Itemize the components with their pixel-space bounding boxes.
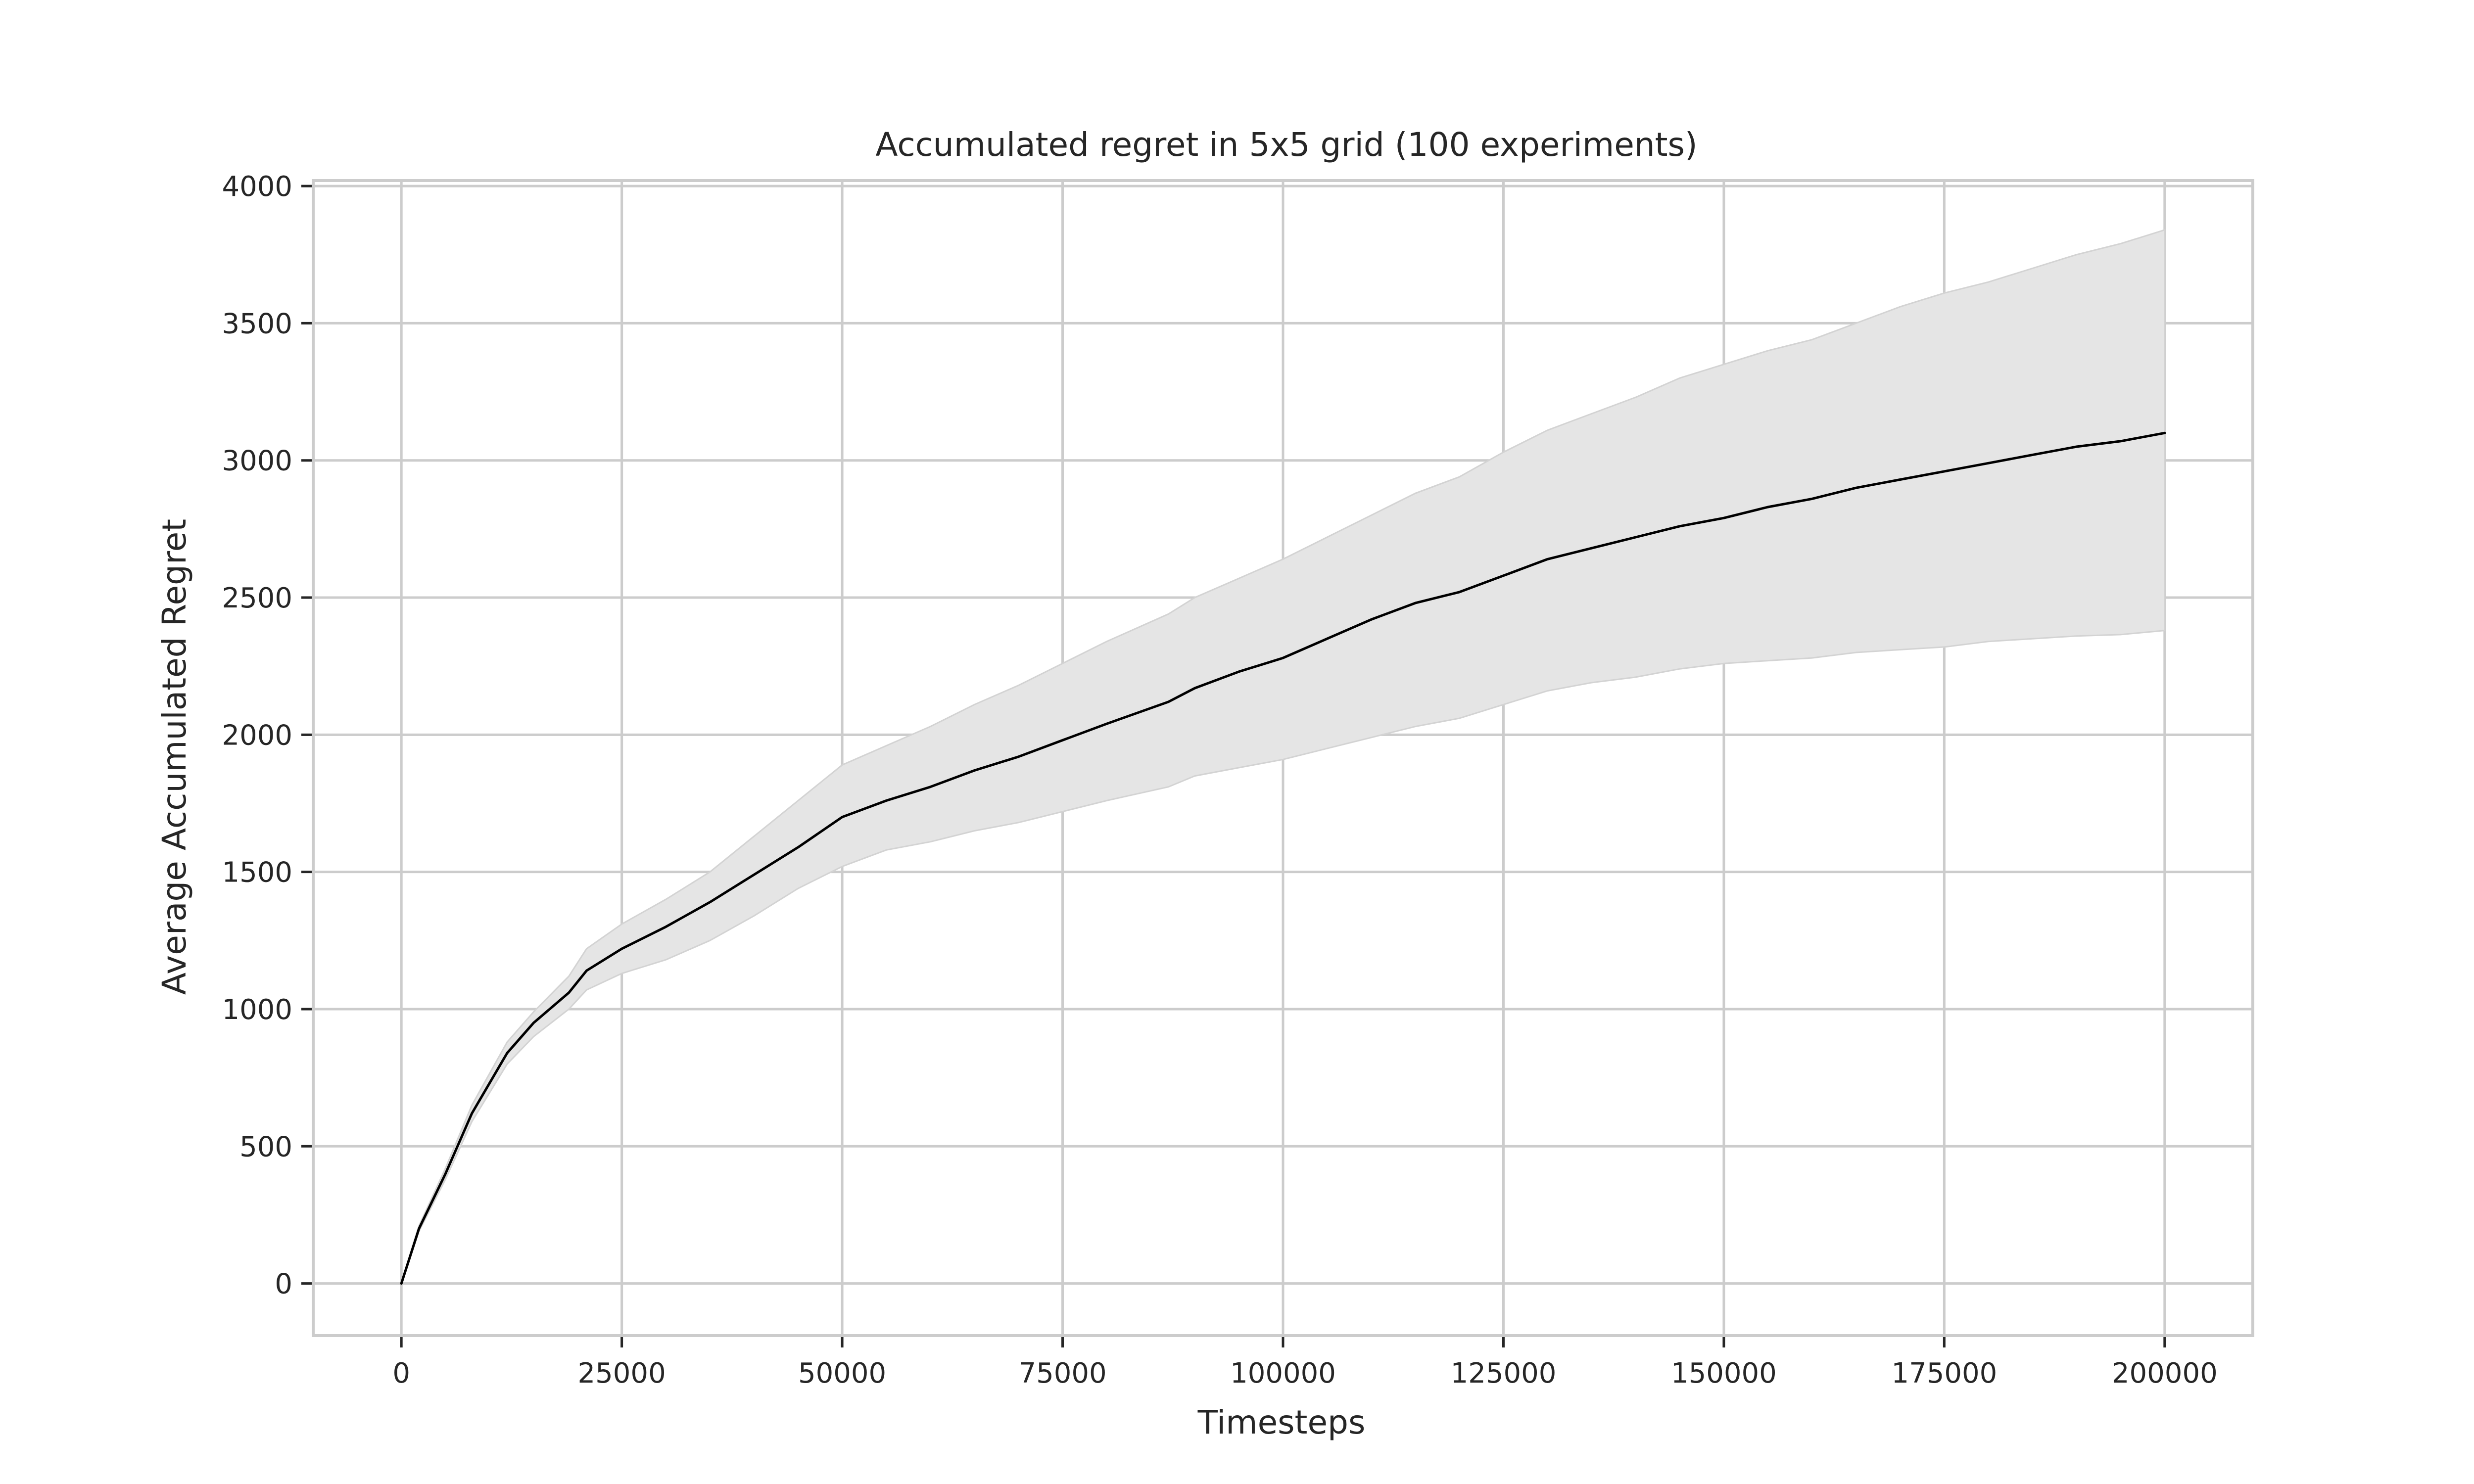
x-tick-label: 125000 [1451,1357,1557,1390]
confidence-band [400,229,2166,1284]
y-tick-label: 3000 [222,445,292,477]
series-line-layer [400,431,2166,1285]
y-tick-label: 4000 [222,171,292,203]
confidence-band-layer [400,229,2166,1284]
x-tick-label: 200000 [2112,1357,2218,1390]
y-tick-label: 3500 [222,308,292,340]
x-tick-label: 100000 [1230,1357,1336,1390]
y-axis-title: Average Accumulated Regret [155,519,193,995]
x-tick-label: 0 [392,1357,410,1390]
x-tick-label: 75000 [1018,1357,1106,1390]
x-tick-label: 175000 [1891,1357,1997,1390]
x-tick-label: 150000 [1671,1357,1777,1390]
axis-ticks: 0 25000 50000 75000 100000 125000 150000 175000… [222,171,2217,1390]
mean-regret-line [400,431,2166,1285]
x-tick-label: 50000 [798,1357,886,1390]
y-tick-label: 1000 [222,994,292,1026]
y-tick-label: 1500 [222,857,292,889]
chart-title: Accumulated regret in 5x5 grid (100 expe… [875,126,1697,164]
y-tick-label: 2000 [222,719,292,751]
x-tick-label: 25000 [578,1357,666,1390]
y-tick-label: 0 [275,1268,292,1300]
plot-frame [312,179,2254,1337]
y-tick-label: 500 [239,1131,292,1163]
y-tick-label: 2500 [222,582,292,614]
x-axis-title: Timesteps [1197,1403,1366,1441]
